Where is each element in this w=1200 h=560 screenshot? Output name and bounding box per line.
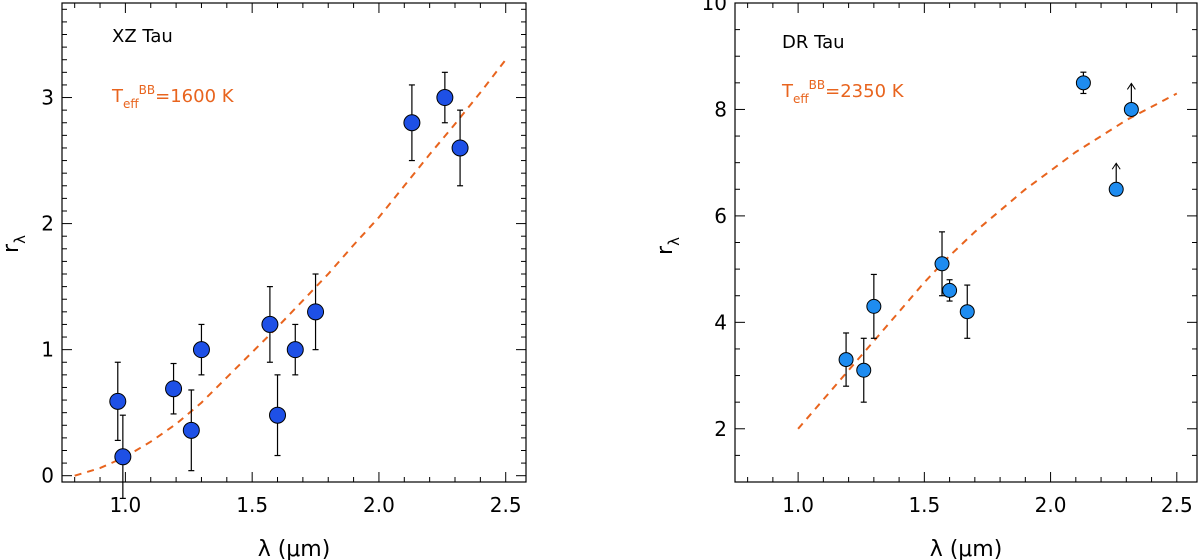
data-point bbox=[192, 341, 210, 359]
x-tick-label: 2.5 bbox=[1161, 493, 1193, 517]
y-axis-label-main: r bbox=[653, 245, 678, 255]
data-point bbox=[182, 421, 200, 439]
x-axis-label: λ (μm) bbox=[258, 537, 331, 560]
y-tick-label: 2 bbox=[41, 212, 54, 236]
data-point bbox=[1075, 75, 1091, 91]
blackbody-fit-line bbox=[797, 92, 1178, 430]
teff-annotation: TeffBB=2350 K bbox=[781, 78, 905, 106]
y-axis-label-sub: λ bbox=[11, 235, 29, 244]
y-axis-label-main: r bbox=[0, 243, 24, 253]
data-point bbox=[114, 448, 132, 466]
teff-subscript: eff bbox=[123, 97, 139, 111]
y-tick-label: 2 bbox=[714, 417, 727, 441]
data-point bbox=[934, 256, 950, 272]
x-tick-label: 2.0 bbox=[363, 493, 395, 517]
data-point bbox=[838, 352, 854, 368]
teff-value: =2350 K bbox=[825, 81, 905, 102]
teff-annotation: TeffBB=1600 K bbox=[111, 83, 235, 111]
y-tick-label: 3 bbox=[41, 86, 54, 110]
data-point bbox=[109, 392, 127, 410]
y-tick-label: 0 bbox=[41, 464, 54, 488]
panel-xz-tau: 1.0 1.5 2.0 2.5 0 1 2 3 λ (μm) rλ XZ Tau TeffBB=160… bbox=[0, 2, 527, 560]
data-point bbox=[856, 362, 872, 378]
teff-value: =1600 K bbox=[155, 86, 235, 107]
teff-symbol: T bbox=[781, 81, 794, 102]
y-tick-label: 10 bbox=[702, 0, 727, 15]
lower-limit-arrowhead bbox=[1111, 162, 1121, 170]
x-tick-label: 1.5 bbox=[908, 493, 940, 517]
x-tick-label: 1.0 bbox=[782, 493, 814, 517]
data-point bbox=[436, 89, 454, 107]
x-tick-label: 2.5 bbox=[490, 493, 522, 517]
lower-limit-arrowhead bbox=[1126, 82, 1136, 90]
teff-symbol: T bbox=[111, 86, 124, 107]
y-axis-label: rλ bbox=[653, 237, 683, 255]
data-point bbox=[1123, 101, 1139, 117]
y-tick-label: 1 bbox=[41, 338, 54, 362]
data-point bbox=[866, 298, 882, 314]
data-point bbox=[959, 304, 975, 320]
y-tick-label: 6 bbox=[714, 204, 727, 228]
teff-superscript: BB bbox=[809, 78, 825, 92]
panel-title: DR Tau bbox=[782, 32, 845, 53]
data-point bbox=[261, 315, 279, 333]
blackbody-fit-line bbox=[74, 59, 507, 477]
x-tick-label: 1.5 bbox=[236, 493, 268, 517]
data-point bbox=[403, 114, 421, 132]
data-point bbox=[1108, 181, 1124, 197]
plot-frame bbox=[61, 2, 527, 483]
panel-title: XZ Tau bbox=[112, 26, 173, 47]
y-axis-label: rλ bbox=[0, 235, 29, 253]
teff-subscript: eff bbox=[793, 92, 809, 106]
data-point bbox=[307, 303, 325, 321]
x-tick-label: 1.0 bbox=[109, 493, 141, 517]
data-point bbox=[269, 406, 287, 424]
data-point bbox=[942, 282, 958, 298]
y-tick-label: 8 bbox=[714, 97, 727, 121]
data-point bbox=[451, 139, 469, 157]
y-tick-label: 4 bbox=[714, 310, 727, 334]
plot-frame bbox=[734, 2, 1198, 483]
teff-superscript: BB bbox=[139, 83, 155, 97]
panel-dr-tau: 1.0 1.5 2.0 2.5 2 4 6 8 10 λ (μm) rλ DR Tau TeffBB=2… bbox=[653, 0, 1198, 560]
x-tick-label: 2.0 bbox=[1035, 493, 1067, 517]
data-point bbox=[286, 341, 304, 359]
y-axis-label-sub: λ bbox=[665, 237, 683, 246]
x-axis-label: λ (μm) bbox=[930, 537, 1003, 560]
data-point bbox=[165, 380, 183, 398]
